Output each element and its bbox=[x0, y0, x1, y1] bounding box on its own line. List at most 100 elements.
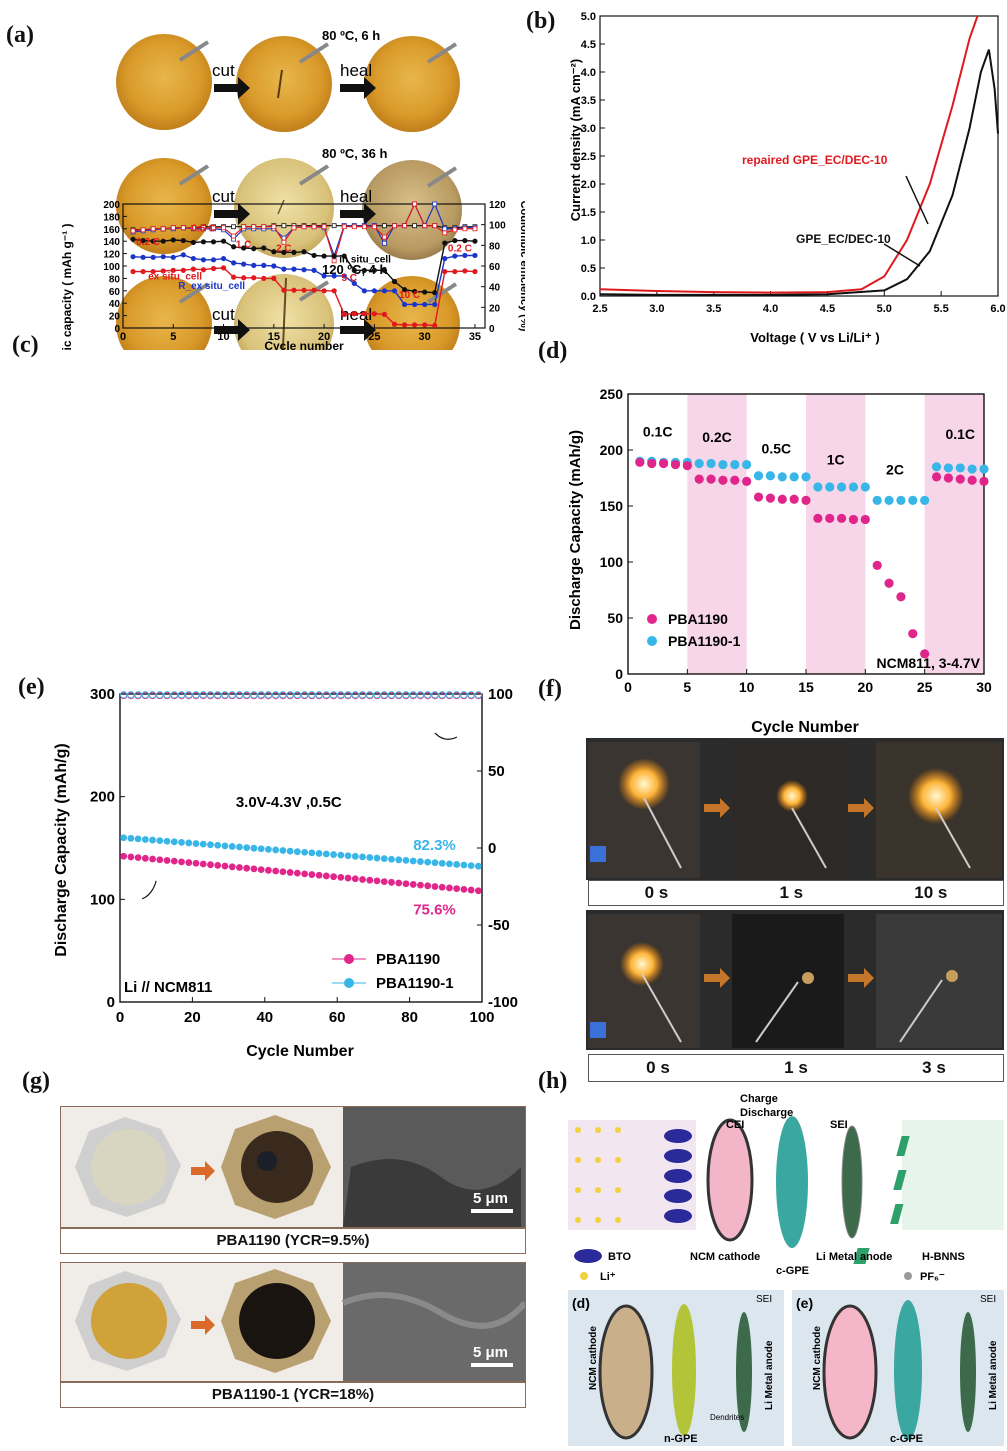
capacity-point bbox=[220, 265, 227, 271]
ce-point bbox=[211, 225, 216, 231]
capacity-point bbox=[453, 861, 461, 868]
y-tick-label: 2.5 bbox=[581, 151, 596, 163]
capacity-point bbox=[251, 246, 257, 252]
data-point bbox=[860, 514, 870, 525]
condition-label: 3.0V-4.3V ,0.5C bbox=[236, 794, 342, 811]
ce-point bbox=[301, 224, 307, 230]
x-tick-label: 20 bbox=[318, 331, 330, 343]
data-point bbox=[908, 629, 918, 639]
capacity-point bbox=[156, 856, 164, 864]
capacity-point bbox=[351, 267, 357, 273]
capacity-point bbox=[150, 238, 156, 244]
data-point bbox=[920, 495, 930, 505]
panel-f-photos bbox=[586, 738, 1004, 1092]
series-label-in-situ: in situ_cell bbox=[339, 254, 391, 265]
ce-point bbox=[361, 224, 367, 230]
legend-marker bbox=[344, 978, 354, 988]
capacity-point bbox=[271, 249, 277, 255]
capacity-point bbox=[178, 838, 185, 846]
capacity-point bbox=[381, 267, 388, 273]
data-point bbox=[920, 649, 930, 659]
ce-point bbox=[221, 691, 229, 699]
data-point bbox=[718, 459, 728, 470]
capacity-point bbox=[291, 266, 297, 272]
data-point bbox=[765, 493, 775, 503]
ce-point bbox=[140, 227, 146, 233]
capacity-point bbox=[236, 843, 243, 851]
panel-a-photos: cut heal cut heal cut heal 80 ºC, 6 h 80… bbox=[116, 28, 462, 350]
x-tick-label: 25 bbox=[368, 331, 380, 343]
rate-label: 0.5 C bbox=[191, 223, 215, 234]
time-label: 10 s bbox=[914, 883, 948, 902]
y-tick-label: 140 bbox=[103, 237, 120, 248]
y-tick-label: 100 bbox=[600, 554, 624, 570]
y2-axis-label: Coulombic efficiency (%) bbox=[518, 201, 525, 332]
capacity-point bbox=[265, 845, 272, 853]
capacity-point bbox=[322, 872, 330, 880]
capacity-point bbox=[199, 860, 207, 868]
capacity-point bbox=[220, 238, 227, 244]
rate-label: 1 C bbox=[236, 239, 252, 250]
capacity-point bbox=[185, 859, 193, 866]
data-point bbox=[860, 482, 870, 492]
panel-g-caption-1: PBA1190 (YCR=9.5%) bbox=[60, 1228, 526, 1254]
capacity-point bbox=[140, 268, 146, 275]
capacity-point bbox=[281, 266, 287, 272]
ce-point bbox=[206, 691, 215, 699]
capacity-point bbox=[286, 847, 294, 855]
ce-point bbox=[272, 691, 280, 699]
capacity-point bbox=[371, 288, 377, 294]
ce-point bbox=[199, 691, 207, 699]
capacity-point bbox=[462, 252, 468, 259]
pf6-label: PF₆⁻ bbox=[920, 1271, 945, 1283]
capacity-point bbox=[467, 886, 475, 894]
ce-point bbox=[422, 223, 428, 229]
x-tick-label: 2.5 bbox=[592, 303, 607, 315]
data-point bbox=[884, 495, 894, 505]
capacity-point bbox=[380, 878, 388, 885]
y-tick-label: 0.0 bbox=[581, 291, 596, 303]
x-tick-label: 0 bbox=[116, 1009, 124, 1026]
capacity-point bbox=[330, 851, 337, 858]
photo-row-1 bbox=[116, 34, 460, 132]
ce-point bbox=[119, 691, 128, 699]
capacity-point bbox=[452, 268, 458, 275]
rate-label: 5 C bbox=[341, 273, 357, 284]
capacity-point bbox=[178, 858, 185, 866]
ce-point bbox=[445, 691, 454, 699]
data-point bbox=[694, 458, 704, 469]
chart-e-cycling: Discharge Capacity (mAh/g) Cycle Number … bbox=[53, 686, 518, 1060]
data-point bbox=[659, 458, 669, 469]
data-point bbox=[777, 494, 787, 504]
y-tick-label: 2.0 bbox=[581, 179, 596, 191]
ce-point bbox=[467, 691, 475, 699]
capacity-point bbox=[130, 254, 136, 260]
capacity-point bbox=[150, 254, 156, 260]
data-point bbox=[872, 560, 882, 570]
ce-point bbox=[192, 691, 200, 699]
condition-label-1: 80 ºC, 6 h bbox=[322, 28, 380, 43]
capacity-point bbox=[409, 881, 417, 888]
sub-label-e: (e) bbox=[796, 1295, 813, 1311]
capacity-point bbox=[210, 265, 217, 272]
ce-point bbox=[344, 691, 352, 699]
capacity-point bbox=[281, 287, 287, 293]
capacity-point bbox=[279, 847, 287, 854]
capacity-point bbox=[417, 881, 424, 889]
panel-label-a: (a) bbox=[6, 22, 34, 48]
ce-point bbox=[228, 691, 236, 699]
chart-d-xlabel: Cycle Number bbox=[751, 719, 859, 736]
data-point bbox=[765, 471, 775, 481]
y-tick-label: 300 bbox=[90, 686, 115, 703]
capacity-point bbox=[207, 841, 214, 849]
ce-point bbox=[170, 691, 178, 699]
legend-marker bbox=[647, 636, 657, 646]
data-point bbox=[789, 472, 799, 482]
ce-point bbox=[257, 691, 265, 699]
y-tick-label: 200 bbox=[103, 200, 120, 211]
legend-label: PBA1190 bbox=[668, 611, 728, 627]
capacity-point bbox=[388, 855, 395, 863]
capacity-point bbox=[190, 239, 196, 246]
retention-label-pba1190-1: 82.3% bbox=[413, 837, 456, 854]
capacity-point bbox=[250, 844, 258, 852]
